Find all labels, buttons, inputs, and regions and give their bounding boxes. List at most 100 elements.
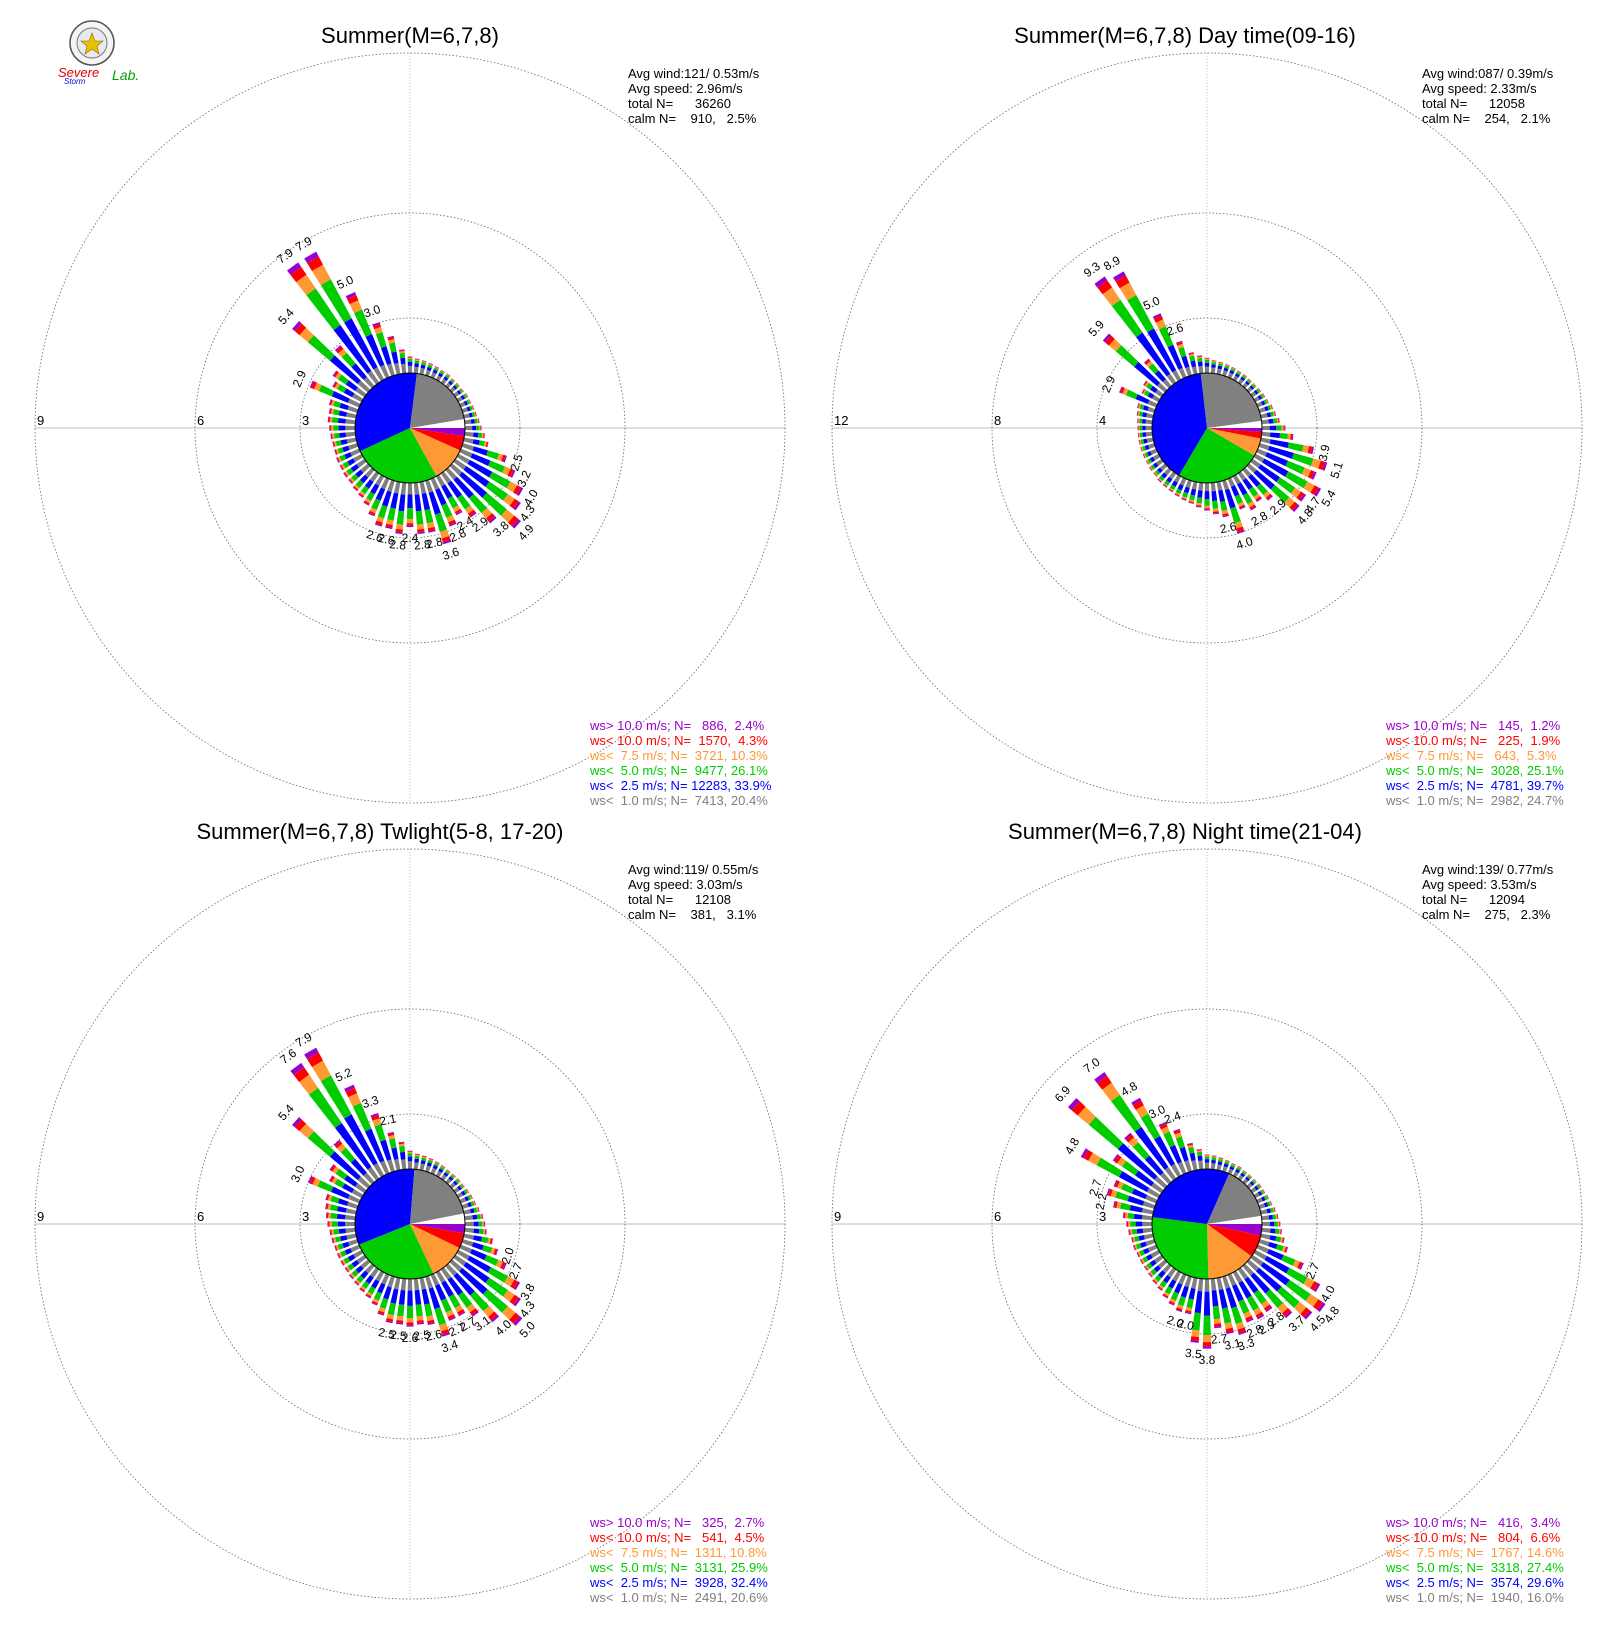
direction-bar [304,1047,385,1178]
bar-segment [453,1272,475,1296]
legend-entry: ws< 7.5 m/s; N= 1311, 10.8% [589,1545,767,1560]
bar-segment [1242,478,1253,490]
direction-bar [1187,1142,1198,1171]
pie-slice [410,373,465,428]
bar-segment [308,1087,342,1128]
bar-value-label: 2.9 [290,368,310,389]
bar-segment [374,1124,386,1142]
bar-segment [1210,1278,1217,1291]
bar-segment [344,1175,358,1187]
ring-label: 6 [197,1209,204,1224]
bar-segment [477,1207,480,1212]
bar-segment [1216,1164,1222,1171]
bar-value-label: 2.7 [1303,1260,1323,1281]
direction-bar [1210,1278,1222,1329]
bar-segment [484,1229,487,1235]
bar-segment [1249,1181,1255,1186]
bar-segment [1131,1097,1142,1106]
bar-segment [1204,1155,1210,1157]
bar-segment [407,1151,413,1152]
bar-segment [1204,505,1210,509]
bar-segment [333,1139,341,1147]
bar-segment [1148,467,1153,472]
bar-segment [337,1243,344,1250]
bar-segment [1088,1152,1101,1166]
bar-segment [1277,1214,1279,1220]
bar-segment [1259,393,1264,399]
bar-segment [1137,403,1140,409]
bar-segment [424,1303,433,1317]
bar-value-label: 3.8 [1199,1353,1216,1367]
bar-segment [453,458,467,470]
bar-segment [407,357,413,359]
direction-bar [1222,479,1245,534]
bar-segment [421,1155,427,1158]
bar-segment [1154,1176,1168,1189]
bar-segment [1157,1287,1163,1291]
bar-segment [1204,1156,1210,1160]
direction-bar [287,262,380,385]
bar-segment [1261,425,1270,431]
bar-segment [326,1203,329,1210]
bar-segment [1301,467,1312,478]
bar-segment [386,1313,394,1320]
bar-segment [327,416,330,423]
bar-segment [1169,1144,1182,1164]
direction-bar [419,360,427,375]
bar-segment [347,1201,359,1209]
bar-segment [351,363,367,380]
bar-value-label: 2.8 [425,534,445,551]
pie-slice [410,1224,460,1274]
direction-bar [453,1254,521,1307]
bar-segment [1188,352,1194,355]
bar-segment [1277,1286,1300,1308]
bar-segment [1218,363,1223,367]
bar-segment [469,1208,475,1214]
bar-segment [1158,326,1174,348]
bar-segment [354,1280,360,1286]
bar-segment [1114,1201,1118,1208]
bar-segment [1246,463,1257,474]
bar-segment [1224,1161,1230,1165]
bar-segment [331,391,350,403]
bar-segment [1134,1236,1140,1242]
direction-bar [352,467,375,492]
bar-segment [367,370,380,385]
direction-bar [440,1267,479,1317]
bar-segment [1138,432,1141,438]
bar-segment [428,491,441,515]
bar-segment [327,1203,332,1210]
bar-segment [380,1160,390,1175]
bar-segment [397,1304,405,1317]
bar-segment [359,490,366,497]
bar-segment [1217,365,1223,370]
direction-bar [1204,1154,1210,1170]
bar-segment [1242,1170,1247,1174]
bar-segment [1248,378,1252,382]
bar-segment [373,1291,382,1301]
bar-segment [483,1305,495,1318]
bar-segment [463,1233,475,1240]
bar-segment [1269,425,1277,431]
bar-segment [1266,1208,1271,1214]
bar-segment [1266,1194,1270,1200]
bar-segment [299,1074,319,1095]
bar-segment [1269,1207,1274,1213]
bar-segment [448,519,456,526]
bar-segment [1281,1307,1291,1317]
direction-bar [1188,481,1198,504]
stats-line: Avg speed: 3.03m/s [628,877,743,892]
bar-segment [381,477,390,490]
bar-segment [338,348,347,358]
bar-segment [433,1162,439,1167]
bar-segment [1176,1304,1184,1310]
direction-bar [1137,431,1153,438]
bar-segment [1137,425,1139,431]
bar-segment [345,292,357,300]
bar-segment [380,346,392,365]
bar-segment [363,376,375,389]
bar-segment [1257,394,1263,400]
bar-segment [308,1175,313,1184]
bar-segment [365,334,385,367]
bar-segment [509,498,519,509]
